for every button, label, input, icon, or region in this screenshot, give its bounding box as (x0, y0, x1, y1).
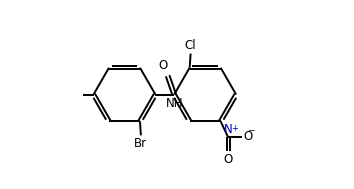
Text: N: N (224, 123, 233, 136)
Text: O: O (159, 59, 168, 72)
Text: NH: NH (166, 97, 183, 110)
Text: −: − (247, 125, 255, 134)
Text: Br: Br (134, 137, 148, 150)
Text: O: O (223, 153, 233, 166)
Text: Cl: Cl (185, 39, 196, 52)
Text: +: + (232, 124, 238, 133)
Text: O: O (243, 130, 252, 143)
